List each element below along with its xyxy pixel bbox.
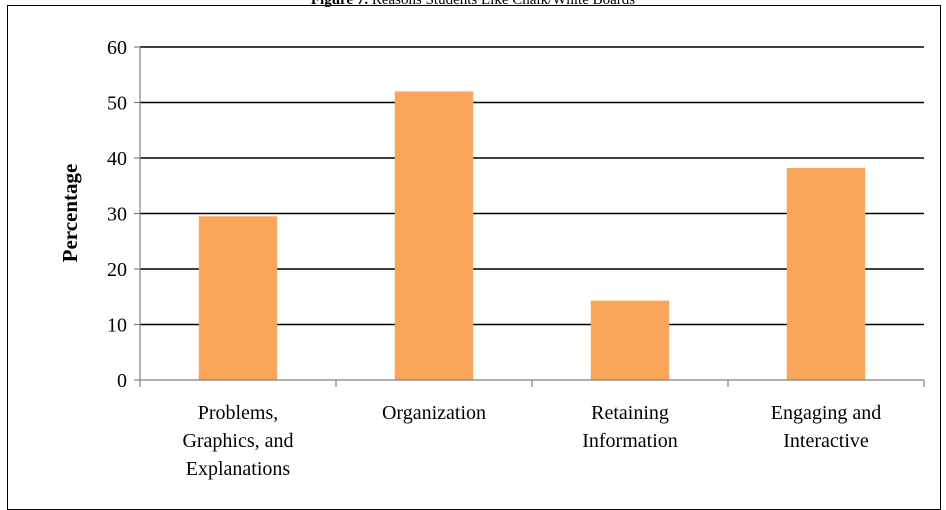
x-category-label: Engaging and Interactive [771, 402, 882, 452]
x-category-label-line: Graphics, and [182, 430, 293, 452]
figure-caption-lead: Figure 7. [310, 0, 369, 8]
y-tick-label: 10 [107, 315, 127, 337]
x-category-label-line: Interactive [783, 430, 869, 452]
x-category-label-line: Engaging and [771, 402, 882, 424]
x-category-label: Organization [382, 402, 486, 424]
bar [786, 167, 866, 380]
x-category-label-line: Explanations [186, 458, 291, 480]
x-category-label-line: Retaining [591, 402, 669, 424]
y-tick-label: 40 [107, 148, 127, 170]
y-tick-label: 0 [117, 370, 127, 392]
y-tick-label: 30 [107, 204, 127, 226]
y-tick-label: 20 [107, 259, 127, 281]
bar [198, 216, 278, 380]
y-tick-label: 60 [107, 37, 127, 59]
bar [590, 300, 670, 380]
figure-caption-text: Reasons Students Like Chalk/White Boards [368, 0, 636, 8]
x-category-label-line: Information [582, 430, 678, 452]
y-tick-label: 50 [107, 93, 127, 115]
figure-caption: Figure 7. Reasons Students Like Chalk/Wh… [0, 0, 946, 9]
x-category-label-line: Organization [382, 402, 486, 424]
bars [198, 91, 866, 381]
y-axis-label: Percentage [58, 164, 82, 263]
x-category-label: Problems, Graphics, and Explanations [182, 402, 293, 480]
bar [394, 91, 474, 381]
tick-labels: 0 10 20 30 40 50 60 Problems, Graphics, and Expla… [107, 37, 881, 480]
x-category-label-line: Problems, [198, 402, 279, 424]
x-category-label: Retaining Information [582, 402, 678, 452]
axes [134, 46, 925, 387]
